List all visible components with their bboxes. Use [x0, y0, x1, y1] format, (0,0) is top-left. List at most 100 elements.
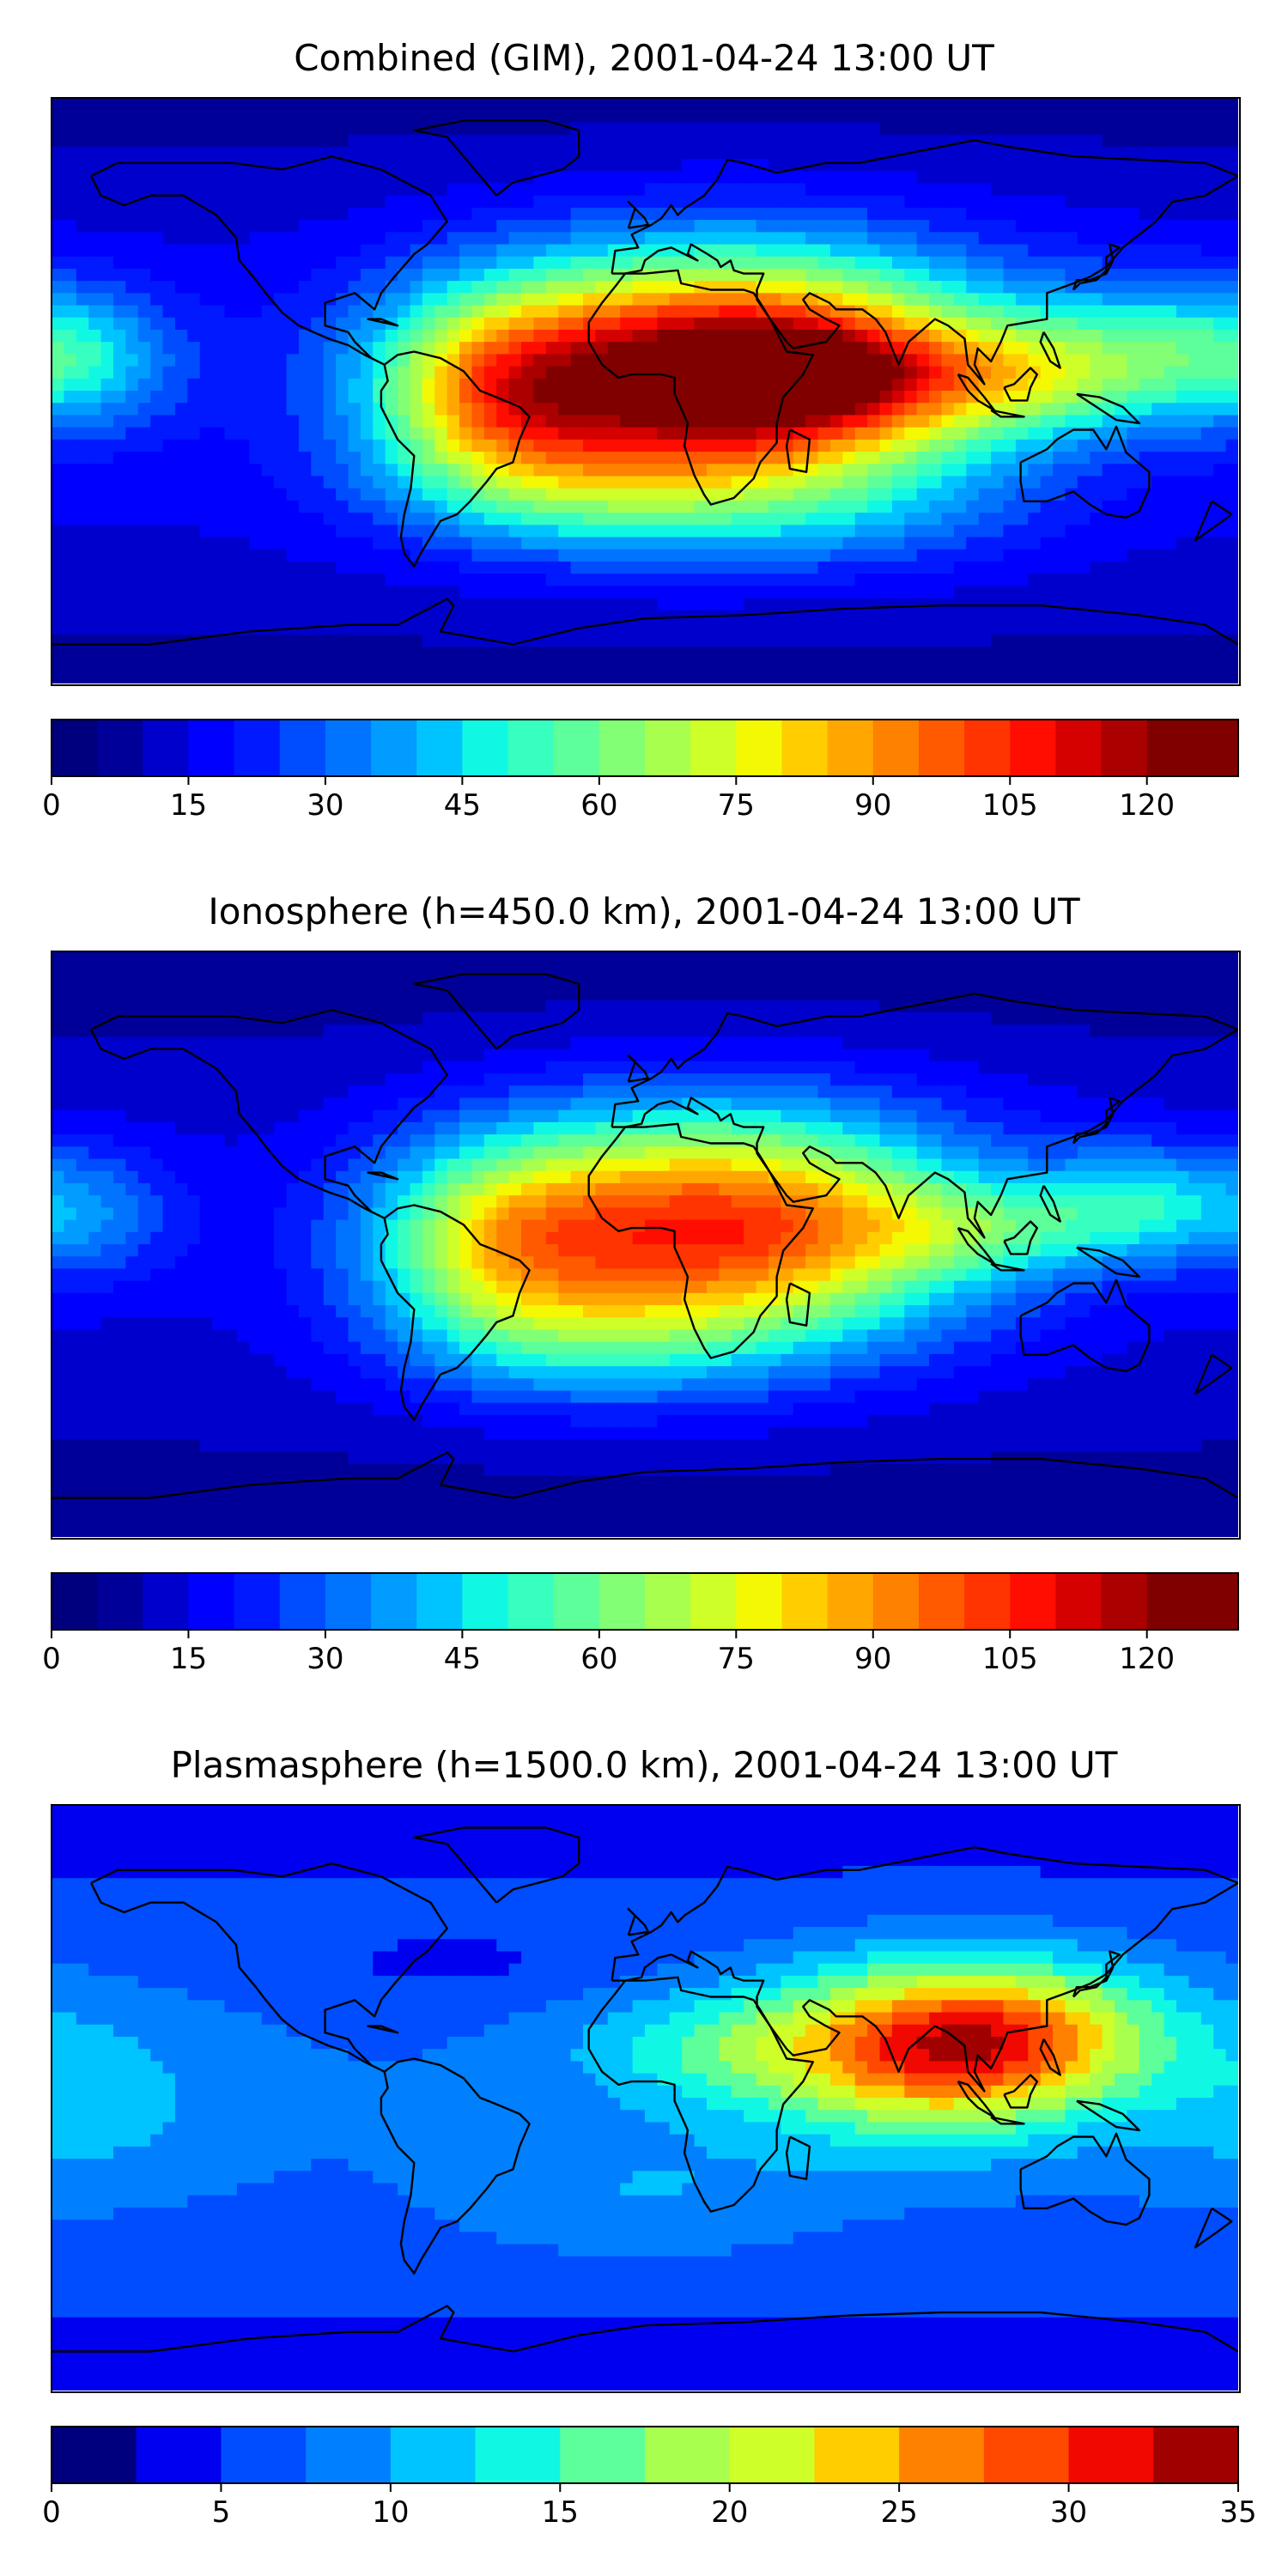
heat-cell — [768, 146, 781, 160]
heat-cell — [434, 110, 448, 124]
heat-cell — [508, 622, 522, 635]
heat-cell — [274, 987, 288, 1001]
heat-cell — [1003, 549, 1017, 562]
heat-cell — [879, 342, 893, 355]
heat-cell — [916, 659, 930, 672]
heat-cell — [854, 476, 868, 489]
heat-cell — [879, 647, 893, 660]
heat-cell — [1200, 134, 1214, 148]
heat-cell — [632, 146, 646, 160]
heat-cell — [1200, 342, 1214, 355]
heat-cell — [483, 268, 497, 282]
heat-cell — [100, 98, 114, 111]
heat-cell — [483, 488, 497, 501]
heat-cell — [805, 427, 819, 440]
heat-cell — [829, 98, 843, 111]
heat-cell — [422, 500, 435, 513]
heat-cell — [286, 195, 300, 209]
heat-cell — [916, 256, 930, 270]
heat-cell — [298, 439, 312, 453]
heat-cell — [298, 610, 312, 623]
heat-cell — [682, 635, 696, 647]
heat-cell — [100, 171, 114, 185]
heat-cell — [174, 488, 188, 501]
heat-cell — [768, 378, 781, 392]
heat-cell — [336, 403, 349, 416]
heat-cell — [249, 975, 263, 989]
heat-cell — [298, 146, 312, 160]
heat-cell — [64, 586, 77, 599]
heat-cell — [1200, 647, 1214, 660]
heat-cell — [879, 476, 893, 489]
heat-cell — [570, 220, 584, 233]
heat-cell — [336, 391, 349, 404]
heat-cell — [805, 464, 819, 477]
heat-cell — [125, 183, 139, 197]
heat-cell — [706, 598, 720, 611]
heat-cell — [298, 488, 312, 501]
heat-cell — [533, 549, 547, 562]
heat-cell — [64, 403, 77, 416]
heat-cell — [100, 342, 114, 355]
heat-cell — [941, 537, 955, 550]
heat-cell — [336, 975, 349, 989]
heat-cell — [311, 268, 325, 282]
heat-cell — [112, 464, 126, 477]
heat-cell — [1102, 171, 1115, 185]
heat-cell — [1028, 525, 1042, 538]
heat-cell — [1213, 317, 1227, 331]
heat-cell — [1176, 391, 1190, 404]
heat-cell — [150, 378, 164, 392]
heat-cell — [1065, 110, 1078, 124]
heat-cell — [261, 293, 275, 307]
heat-cell — [1015, 293, 1029, 307]
heat-cell — [694, 134, 708, 148]
heat-cell — [261, 268, 275, 282]
heat-cell — [125, 159, 139, 172]
heat-cell — [657, 975, 671, 989]
heat-cell — [645, 256, 658, 270]
heat-cell — [1115, 975, 1128, 989]
heat-cell — [199, 610, 213, 623]
heat-cell — [422, 305, 435, 319]
heat-cell — [1200, 586, 1214, 599]
heat-cell — [756, 635, 769, 647]
heat-cell — [1188, 110, 1202, 124]
heat-cell — [669, 305, 683, 319]
heat-cell — [52, 159, 64, 172]
heat-cell — [545, 354, 559, 368]
heat-cell — [953, 574, 967, 586]
heat-cell — [1213, 415, 1227, 428]
heat-cell — [434, 464, 448, 477]
heat-cell — [1188, 671, 1202, 683]
heat-cell — [323, 513, 337, 526]
heat-cell — [904, 268, 918, 282]
heat-cell — [953, 610, 967, 623]
heat-cell — [1176, 439, 1190, 453]
heat-cell — [348, 635, 361, 647]
heat-cell — [174, 305, 188, 319]
heat-cell — [978, 537, 992, 550]
heat-cell — [719, 525, 732, 538]
heat-cell — [236, 951, 250, 964]
heat-cell — [137, 537, 151, 550]
heat-cell — [669, 561, 683, 574]
heat-cell — [1003, 488, 1017, 501]
heat-cell — [323, 574, 337, 586]
heat-cell — [1003, 671, 1017, 683]
heat-cell — [521, 305, 535, 319]
heat-cell — [385, 452, 398, 465]
heat-cell — [1053, 134, 1066, 148]
heat-cell — [360, 513, 374, 526]
heat-cell — [731, 183, 744, 197]
heat-cell — [496, 549, 510, 562]
heat-cell — [781, 415, 794, 428]
heat-cell — [162, 110, 176, 124]
heat-cell — [52, 975, 64, 989]
heat-cell — [904, 500, 918, 513]
heat-cell — [508, 610, 522, 623]
heat-cell — [88, 525, 102, 538]
heat-cell — [483, 134, 497, 148]
heat-cell — [76, 537, 89, 550]
heat-cell — [100, 561, 114, 574]
